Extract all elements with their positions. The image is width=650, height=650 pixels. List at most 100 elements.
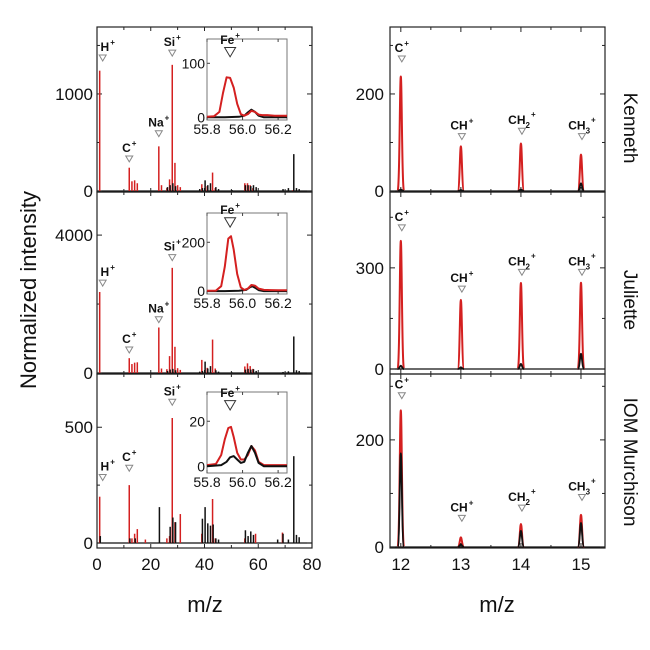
inset-fe: 0 20 55.8 56.0 56.2 Fe+	[189, 384, 292, 490]
inset-peak-marker-fe	[223, 46, 237, 58]
y-tick-label: 500	[65, 418, 93, 437]
peak-sample-ch	[456, 145, 466, 192]
peak-reference-ch3	[577, 182, 585, 192]
peak-marker-ch3	[577, 268, 587, 277]
inset-x-tick-label: 56.2	[264, 474, 291, 490]
peak-reference-ch2	[517, 188, 525, 192]
peak-sample-ch2	[516, 142, 526, 192]
x-tick-label: 80	[303, 555, 322, 574]
x-tick-label: 14	[511, 555, 530, 574]
peak-sample-c	[396, 75, 406, 192]
peak-marker-ch	[457, 285, 467, 294]
ion-label-ch3: CH3+	[568, 116, 596, 136]
inset-curve-reference	[207, 108, 287, 119]
inset-curve-sample	[206, 425, 287, 467]
peak-marker-ch	[457, 514, 467, 523]
panel-left-1: 0 1000 H+ C+ Na+ Si+ 0 100 55.8 56.0 56.2 Fe+	[55, 26, 313, 201]
peak-marker-c	[124, 346, 134, 354]
ion-label-h: H+	[101, 263, 116, 279]
peak-marker-si	[167, 254, 177, 262]
peak-reference-c	[396, 452, 405, 548]
peak-sample-ch2	[516, 282, 526, 370]
ion-label-h: H+	[101, 457, 116, 473]
peak-reference-c	[397, 364, 405, 370]
x-tick-label: 12	[391, 555, 410, 574]
inset-y-tick-label: 0	[197, 109, 205, 125]
ion-label-c: C+	[122, 139, 137, 155]
peak-marker-ch	[457, 133, 467, 141]
ion-label-si: Si+	[164, 238, 181, 254]
ion-label-ch3: CH3+	[568, 476, 596, 496]
x-axis-title-left: m/z	[187, 592, 222, 617]
peak-marker-na	[154, 316, 164, 324]
inset-curve-reference	[206, 445, 287, 468]
sample-label-kenneth: Kenneth	[619, 93, 640, 164]
ion-label-c: C+	[122, 330, 137, 346]
y-tick-label: 200	[356, 85, 384, 104]
ion-label-ch2: CH2+	[508, 251, 536, 271]
peak-marker-c	[124, 464, 134, 473]
peak-marker-c	[397, 392, 407, 400]
peak-sample-ch3	[576, 281, 586, 370]
inset-x-tick-label: 55.8	[193, 121, 220, 137]
inset-fe: 0 100 55.8 56.0 56.2 Fe+	[182, 31, 292, 137]
peak-marker-si	[167, 49, 177, 58]
panel-right-1: 0 200 C+ CH+ CH2+ CH3+	[356, 26, 606, 201]
ion-label-si: Si+	[164, 33, 181, 49]
y-axis-title: Normalized intensity	[16, 191, 41, 389]
ion-label-ch: CH+	[450, 117, 473, 133]
y-tick-label: 0	[375, 360, 384, 379]
inset-x-tick-label: 56.2	[264, 121, 291, 137]
ion-label-ch: CH+	[450, 498, 473, 514]
ion-label-si: Si+	[164, 382, 181, 398]
panel-right-2: 0 300 C+ CH+ CH2+ CH3+	[356, 191, 606, 379]
inset-y-tick-label: 0	[197, 458, 205, 474]
inset-ion-label-fe: Fe+	[220, 31, 240, 47]
panel-frame	[389, 26, 606, 193]
x-tick-label: 60	[249, 555, 268, 574]
ion-label-h: H+	[101, 38, 116, 54]
y-tick-label: 0	[84, 534, 93, 553]
inset-curve-sample	[206, 235, 287, 292]
inset-fe: 0 200 55.8 56.0 56.2 Fe+	[182, 201, 292, 311]
sample-label-juliette: Juliette	[619, 270, 640, 330]
peak-sample-ch3	[576, 153, 586, 192]
peak-marker-ch2	[517, 504, 527, 513]
y-tick-label: 300	[356, 259, 384, 278]
peak-marker-ch3	[577, 493, 587, 502]
x-tick-label: 20	[141, 555, 160, 574]
inset-frame	[206, 212, 288, 295]
inset-x-tick-label: 55.8	[193, 474, 220, 490]
x-tick-label: 13	[451, 555, 470, 574]
ion-label-na: Na+	[148, 300, 169, 316]
ion-label-ch: CH+	[450, 269, 473, 285]
y-tick-label: 0	[375, 538, 384, 557]
inset-peak-marker-fe	[223, 217, 237, 229]
peak-marker-ch2	[517, 127, 527, 136]
peak-marker-h	[98, 474, 108, 482]
y-tick-label: 0	[84, 364, 93, 383]
inset-curve-sample	[206, 76, 287, 118]
ion-label-ch2: CH2+	[508, 487, 536, 507]
panel-left-3: 0 500 0 20 40 60 80 H+ C+ Si+ 0 20 55.8 56.0 56.2 Fe+	[65, 373, 322, 574]
y-tick-label: 0	[84, 182, 93, 201]
peak-reference-ch	[457, 543, 465, 548]
y-tick-label: 0	[375, 182, 384, 201]
peak-marker-h	[98, 279, 108, 288]
peak-marker-h	[98, 54, 108, 62]
ion-label-na: Na+	[148, 114, 169, 130]
inset-frame	[206, 391, 288, 474]
inset-y-tick-label: 200	[182, 234, 206, 250]
peak-marker-ch2	[517, 268, 527, 277]
peak-marker-c	[397, 224, 407, 232]
panel-frame	[389, 373, 606, 549]
inset-peak-marker-fe	[223, 400, 237, 411]
x-tick-label: 0	[92, 555, 101, 574]
y-tick-label: 200	[356, 431, 384, 450]
peak-marker-si	[167, 398, 177, 407]
inset-ion-label-fe: Fe+	[220, 201, 240, 217]
inset-y-tick-label: 20	[189, 413, 205, 429]
inset-x-tick-label: 55.8	[193, 295, 220, 311]
